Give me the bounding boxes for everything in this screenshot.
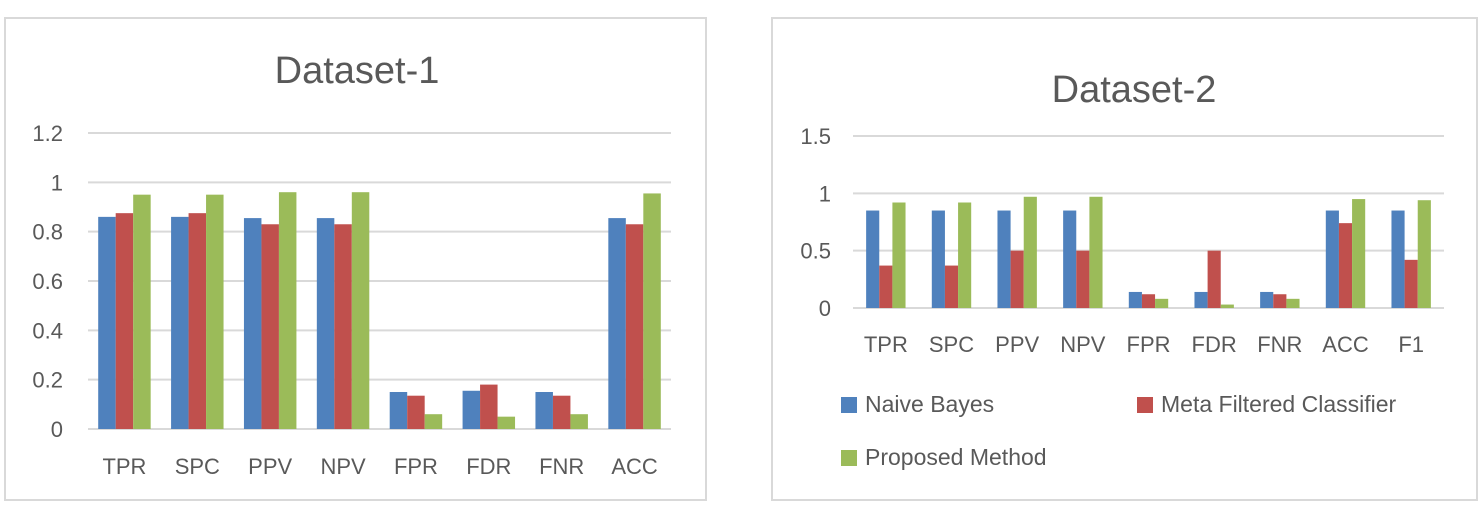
x-tick-label: FNR [539, 454, 584, 479]
bar [552, 395, 571, 429]
bar [243, 218, 262, 429]
bar [958, 202, 972, 308]
x-tick-label: FDR [466, 454, 511, 479]
y-tick-label: 0 [51, 417, 63, 442]
bar [1155, 298, 1169, 308]
bar [944, 265, 959, 308]
bar [1260, 291, 1274, 308]
y-tick-label: 0 [819, 296, 831, 321]
x-tick-label: TPR [864, 332, 908, 357]
bar [1220, 304, 1234, 308]
x-tick-label: ACC [611, 454, 658, 479]
bar [1391, 210, 1405, 308]
bar [133, 194, 151, 429]
legend-label: Proposed Method [865, 444, 1047, 470]
x-tick-label: ACC [1322, 332, 1369, 357]
bar [278, 192, 297, 429]
bar [389, 392, 408, 429]
bar [1286, 298, 1300, 308]
y-tick-label: 1.5 [800, 124, 831, 149]
bar [570, 414, 588, 429]
bar [1023, 196, 1037, 308]
bar [1207, 250, 1221, 308]
chart-title: Dataset-2 [1052, 69, 1217, 111]
bar [334, 224, 352, 429]
chart-panel-dataset-1: Dataset-1 0 0.2 0.4 0.6 0.8 1 1.2 TPR SPC PPV NPV FP… [4, 17, 707, 501]
bar [1076, 250, 1090, 308]
bar [98, 216, 116, 429]
legend-label: Naive Bayes [865, 391, 994, 417]
bar [497, 416, 516, 429]
bar [625, 224, 644, 429]
legend-swatch [841, 397, 857, 413]
x-tick-label: FPR [394, 454, 438, 479]
legend-label: Meta Filtered Classifier [1161, 391, 1397, 417]
y-tick-label: 0.5 [800, 239, 831, 264]
x-tick-label: NPV [1060, 332, 1106, 357]
x-tick-label: SPC [175, 454, 220, 479]
x-tick-label: F1 [1398, 332, 1424, 357]
bar [879, 265, 893, 308]
bar [1128, 291, 1142, 308]
legend-swatch [1137, 397, 1153, 413]
bar [997, 210, 1011, 308]
bar [188, 213, 207, 429]
bar [462, 390, 481, 429]
bar [1417, 200, 1431, 308]
x-tick-label: FDR [1192, 332, 1237, 357]
bar [931, 210, 945, 308]
y-tick-label: 1 [51, 170, 63, 195]
x-tick-label: NPV [320, 454, 366, 479]
bar [206, 194, 224, 429]
bar [1194, 291, 1208, 308]
y-tick-label: 0.2 [32, 368, 63, 393]
chart-dataset-1: Dataset-1 0 0.2 0.4 0.6 0.8 1 1.2 TPR SPC PPV NPV FP… [32, 50, 671, 479]
x-tick-label: FPR [1127, 332, 1171, 357]
bar [351, 192, 370, 429]
bar [1010, 250, 1024, 308]
bar [1325, 210, 1339, 308]
x-tick-label: PPV [248, 454, 292, 479]
bar [643, 193, 661, 429]
bar [407, 395, 425, 429]
y-tick-label: 0.8 [32, 220, 63, 245]
x-tick-label: TPR [102, 454, 146, 479]
chart-dataset-2: Dataset-2 0 0.5 1 1.5 TPR SPC PPV NPV FPR FDR FNR AC… [800, 69, 1444, 470]
bar [608, 218, 626, 429]
bar [261, 224, 279, 429]
bar [1089, 196, 1103, 308]
bar [480, 384, 498, 429]
bar [1141, 294, 1156, 308]
bar [171, 216, 189, 429]
bar [535, 392, 553, 429]
bar [1404, 259, 1418, 308]
x-tick-label: SPC [929, 332, 974, 357]
bar [316, 218, 335, 429]
bar [115, 213, 134, 429]
y-tick-label: 1 [819, 181, 831, 206]
bar [866, 210, 880, 308]
bar [1338, 223, 1353, 308]
legend-swatch [841, 450, 857, 466]
bar [1273, 294, 1287, 308]
bar [424, 414, 443, 429]
bar [892, 202, 906, 308]
x-tick-label: FNR [1257, 332, 1302, 357]
y-tick-label: 0.6 [32, 269, 63, 294]
y-tick-label: 1.2 [32, 121, 63, 146]
bar [1063, 210, 1077, 308]
bar [1352, 199, 1366, 308]
chart-panel-dataset-2: Dataset-2 0 0.5 1 1.5 TPR SPC PPV NPV FPR FDR FNR AC… [771, 17, 1478, 501]
x-tick-label: PPV [995, 332, 1039, 357]
y-tick-label: 0.4 [32, 318, 63, 343]
chart-title: Dataset-1 [275, 50, 440, 92]
